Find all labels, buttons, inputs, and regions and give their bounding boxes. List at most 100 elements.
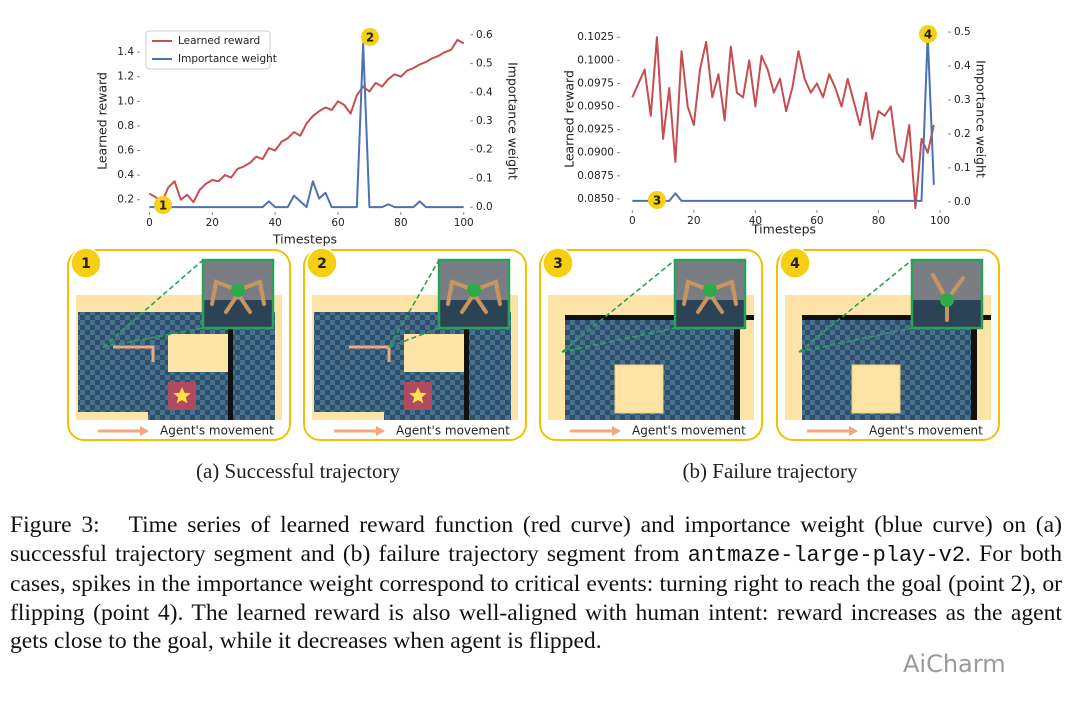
ant-body	[703, 283, 717, 297]
ant-body	[940, 293, 954, 307]
y2-tick-label: 0.3	[954, 94, 971, 106]
y-tick-label: 0.0875	[577, 170, 614, 182]
caption-text: . For both cases, spikes in the importan…	[10, 540, 1062, 655]
panel-badge-label: 4	[790, 256, 800, 272]
movement-label: Agent's movement	[869, 424, 983, 438]
inset-floor	[203, 300, 273, 328]
x-tick-label: 40	[749, 215, 762, 227]
movement-arrow-head	[849, 426, 858, 436]
zoom-line	[798, 327, 913, 353]
movement-label: Agent's movement	[396, 424, 510, 438]
maze-wall	[464, 312, 469, 420]
movement-label: Agent's movement	[632, 424, 746, 438]
panel: 1 Agent's movement	[67, 247, 291, 441]
zoom-line	[102, 327, 204, 348]
annotation-badge	[154, 196, 172, 214]
y-tick-label: 1.4	[117, 46, 134, 58]
x-tick-label: 20	[687, 215, 700, 227]
maze-block	[851, 364, 901, 414]
annotation-label: 1	[159, 199, 167, 213]
y2-tick-label: 0.5	[954, 26, 971, 38]
series-line	[632, 34, 935, 202]
figure: (a) Successful trajectory (b) Failure tr…	[67, 25, 1000, 483]
figure-caption: Figure 3: Time series of learned reward …	[10, 511, 1062, 656]
subcaption: (a) Successful trajectory	[196, 459, 401, 483]
panel-badge-label: 3	[553, 256, 563, 272]
caption-code: antmaze-large-play-v2	[687, 542, 965, 568]
y-tick-label: 0.0850	[577, 193, 614, 205]
x-axis-label: Timesteps	[272, 232, 337, 247]
y-tick-label: 0.2	[117, 194, 134, 206]
caption-text: Time series of learned reward function (…	[10, 512, 1062, 567]
y2-tick-label: 0.6	[476, 29, 493, 41]
x-tick-label: 60	[331, 217, 344, 229]
series-line	[148, 38, 465, 204]
legend-label: Importance weight	[178, 53, 277, 65]
y2-tick-label: 0.3	[476, 115, 493, 127]
y-axis-label: Learned reward	[95, 72, 110, 170]
inset-floor	[675, 300, 745, 328]
maze-wall	[565, 315, 754, 320]
ant-legs	[682, 279, 738, 314]
y-tick-label: 1.2	[117, 71, 134, 83]
movement-arrow-head	[376, 426, 385, 436]
x-tick-label: 40	[268, 217, 281, 229]
x-tick-label: 80	[872, 215, 885, 227]
y-tick-label: 0.0900	[577, 147, 614, 159]
y2-axis-label: Importance weight	[506, 62, 521, 180]
x-tick-label: 100	[930, 215, 950, 227]
maze	[78, 312, 243, 412]
x-axis-label: Timesteps	[751, 222, 816, 237]
movement-label: Agent's movement	[160, 424, 274, 438]
maze-wall	[971, 315, 977, 420]
y-tick-label: 0.0950	[577, 101, 614, 113]
x-tick-label: 20	[206, 217, 219, 229]
ant-legs	[210, 279, 266, 314]
panel: 3 Agent's movement	[539, 247, 763, 441]
y2-tick-label: 0.2	[954, 128, 971, 140]
panel-badge	[542, 247, 574, 279]
movement-arrow-head	[612, 426, 621, 436]
goal-star	[173, 387, 191, 404]
panel: 4 Agent's movement	[776, 247, 1000, 441]
trajectory-arrow	[113, 345, 155, 362]
x-tick-label: 100	[454, 217, 474, 229]
y-tick-label: 0.1025	[577, 31, 614, 43]
y2-tick-label: 0.4	[954, 60, 971, 72]
x-tick-label: 80	[394, 217, 407, 229]
annotation-badge	[919, 25, 937, 43]
zoom-line	[388, 327, 440, 348]
panel-badge-label: 1	[81, 256, 91, 272]
panel: 2 Agent's movement	[303, 247, 527, 441]
zoom-line	[388, 259, 440, 348]
y-tick-label: 0.8	[117, 120, 134, 132]
annotation-label: 2	[366, 31, 374, 45]
y2-tick-label: 0.1	[954, 162, 971, 174]
panel-badge-label: 2	[317, 256, 327, 272]
ant-body	[231, 283, 245, 297]
x-tick-label: 0	[146, 217, 153, 229]
y2-tick-label: 0.1	[476, 172, 493, 184]
maze-block	[614, 364, 664, 414]
subcaption: (b) Failure trajectory	[683, 459, 858, 483]
series-line	[631, 36, 935, 210]
y-tick-label: 0.0975	[577, 77, 614, 89]
legend-box	[145, 30, 271, 70]
watermark: AiCharm	[903, 650, 1006, 678]
annotation-label: 4	[924, 28, 932, 42]
y2-tick-label: 0.0	[476, 201, 493, 213]
y-tick-label: 0.4	[117, 169, 134, 181]
y2-tick-label: 0.5	[476, 58, 493, 70]
maze-wall	[802, 315, 991, 320]
annotation-label: 3	[653, 194, 661, 208]
zoom-line	[561, 259, 676, 353]
y2-axis-label: Importance weight	[974, 60, 989, 178]
caption-label: Figure 3:	[10, 512, 100, 538]
ant-body	[467, 283, 481, 297]
y-tick-label: 1.0	[117, 95, 134, 107]
inset-frame	[437, 258, 511, 330]
y2-tick-label: 0.2	[476, 144, 493, 156]
inset-frame	[910, 258, 984, 330]
y-tick-label: 0.6	[117, 145, 134, 157]
